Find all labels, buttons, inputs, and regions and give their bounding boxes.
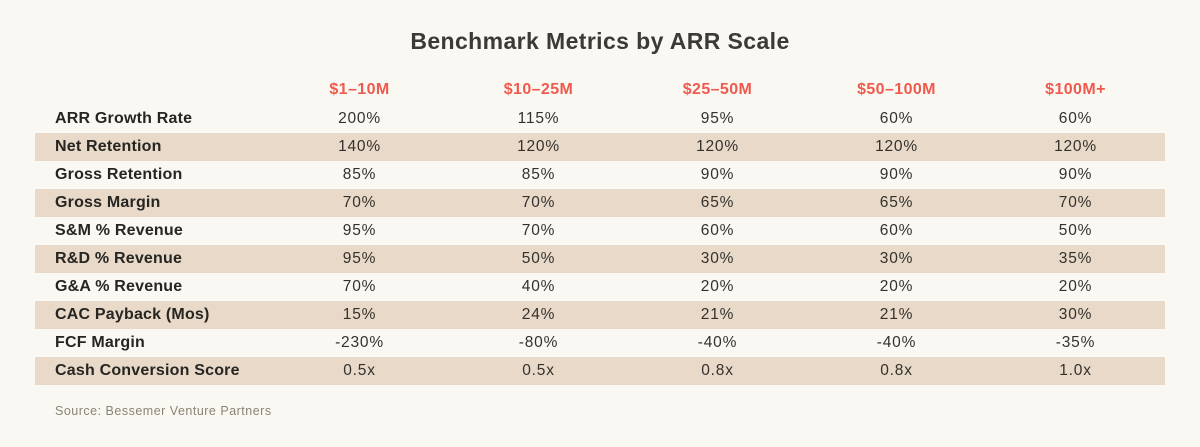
row-value: 200% [338, 110, 381, 127]
row-value: 30% [700, 250, 735, 267]
table-row: CAC Payback (Mos) 15% 24% 21% 21% 30% [35, 301, 1165, 329]
row-value: 115% [517, 110, 560, 127]
column-header-100m-plus: $100M+ [1045, 80, 1106, 98]
row-value: -230% [335, 334, 384, 351]
row-value: 0.8x [701, 362, 734, 379]
row-value: 85% [521, 166, 556, 183]
row-value: 21% [700, 306, 735, 323]
row-value: 120% [1054, 138, 1097, 155]
table-row: FCF Margin -230% -80% -40% -40% -35% [35, 329, 1165, 357]
row-value: 0.5x [343, 362, 376, 379]
row-value: 95% [700, 110, 735, 127]
column-header-1-10m: $1–10M [329, 80, 390, 98]
row-label: Gross Retention [55, 166, 183, 183]
table-row: ARR Growth Rate 200% 115% 95% 60% 60% [35, 105, 1165, 133]
column-header-10-25m: $10–25M [503, 80, 574, 98]
row-value: 60% [1058, 110, 1093, 127]
row-value: 120% [696, 138, 739, 155]
table-body: ARR Growth Rate 200% 115% 95% 60% 60% Net Rete… [35, 105, 1165, 385]
row-value: 70% [342, 194, 377, 211]
table-row: Net Retention 140% 120% 120% 120% 120% [35, 133, 1165, 161]
row-label: Net Retention [55, 138, 162, 155]
row-value: 90% [1058, 166, 1093, 183]
row-label: S&M % Revenue [55, 222, 183, 239]
table-row: Cash Conversion Score 0.5x 0.5x 0.8x 0.8x 1.0… [35, 357, 1165, 385]
row-value: -40% [697, 334, 738, 351]
row-label: FCF Margin [55, 334, 145, 351]
row-value: 65% [700, 194, 735, 211]
table-row: Gross Retention 85% 85% 90% 90% 90% [35, 161, 1165, 189]
row-value: 30% [1058, 306, 1093, 323]
column-header-50-100m: $50–100M [857, 80, 936, 98]
row-value: 30% [879, 250, 914, 267]
row-value: 85% [342, 166, 377, 183]
row-value: 50% [1058, 222, 1093, 239]
row-label: Cash Conversion Score [55, 362, 240, 379]
row-value: 60% [879, 222, 914, 239]
benchmark-table: $1–10M $10–25M $25–50M $50–100M $100M+ A… [35, 74, 1165, 385]
row-value: 1.0x [1059, 362, 1092, 379]
row-value: 20% [879, 278, 914, 295]
row-value: 20% [700, 278, 735, 295]
table-row: G&A % Revenue 70% 40% 20% 20% 20% [35, 273, 1165, 301]
row-value: 70% [521, 222, 556, 239]
row-value: 95% [342, 222, 377, 239]
row-value: 70% [342, 278, 377, 295]
row-label: G&A % Revenue [55, 278, 183, 295]
row-label: R&D % Revenue [55, 250, 183, 267]
table-header-row: $1–10M $10–25M $25–50M $50–100M $100M+ [35, 74, 1165, 105]
column-header-25-50m: $25–50M [682, 80, 753, 98]
row-value: 90% [700, 166, 735, 183]
row-value: -40% [876, 334, 917, 351]
row-value: 70% [1058, 194, 1093, 211]
row-value: 95% [342, 250, 377, 267]
row-value: 120% [517, 138, 560, 155]
row-value: 60% [879, 110, 914, 127]
table-row: S&M % Revenue 95% 70% 60% 60% 50% [35, 217, 1165, 245]
row-value: -80% [518, 334, 559, 351]
page-title: Benchmark Metrics by ARR Scale [410, 28, 790, 54]
row-value: 140% [338, 138, 381, 155]
table-row: Gross Margin 70% 70% 65% 65% 70% [35, 189, 1165, 217]
row-label: ARR Growth Rate [55, 110, 193, 127]
row-value: 20% [1058, 278, 1093, 295]
row-value: 15% [342, 306, 377, 323]
row-value: 120% [875, 138, 918, 155]
row-value: 50% [521, 250, 556, 267]
row-value: 0.5x [522, 362, 555, 379]
row-value: 70% [521, 194, 556, 211]
row-value: 90% [879, 166, 914, 183]
row-value: -35% [1055, 334, 1096, 351]
row-value: 24% [521, 306, 556, 323]
row-label: Gross Margin [55, 194, 161, 211]
row-value: 65% [879, 194, 914, 211]
row-value: 60% [700, 222, 735, 239]
table-row: R&D % Revenue 95% 50% 30% 30% 35% [35, 245, 1165, 273]
row-value: 35% [1058, 250, 1093, 267]
source-attribution: Source: Bessemer Venture Partners [55, 404, 272, 418]
row-value: 21% [879, 306, 914, 323]
row-value: 40% [521, 278, 556, 295]
row-label: CAC Payback (Mos) [55, 306, 210, 323]
row-value: 0.8x [880, 362, 913, 379]
